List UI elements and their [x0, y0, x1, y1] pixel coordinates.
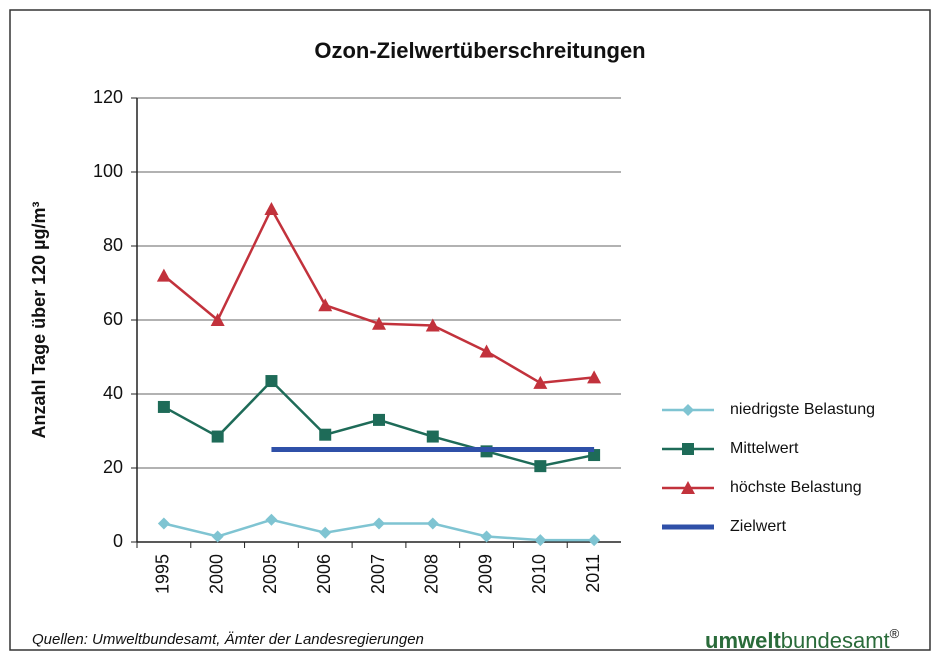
- legend-marker: [681, 481, 695, 494]
- data-point: [426, 517, 439, 530]
- data-point: [211, 430, 224, 443]
- y-tick-label: 60: [103, 309, 123, 329]
- data-point: [265, 375, 278, 388]
- logo-regular: bundesamt: [781, 628, 890, 653]
- data-point: [318, 298, 333, 312]
- y-tick-label: 80: [103, 235, 123, 255]
- x-tick-label: 1995: [153, 554, 173, 594]
- data-point: [588, 449, 601, 462]
- x-tick-label: 2000: [206, 554, 226, 594]
- x-tick-label: 2005: [260, 554, 280, 594]
- logo-mark: ®: [890, 626, 900, 641]
- chart-title: Ozon-Zielwertüberschreitungen: [314, 38, 645, 63]
- legend-label: niedrigste Belastung: [730, 401, 875, 418]
- data-point: [372, 316, 386, 330]
- frame: [9, 9, 931, 651]
- x-tick-label: 2008: [422, 554, 442, 594]
- legend-marker: [682, 404, 694, 416]
- legend-label: Zielwert: [730, 518, 787, 535]
- legend-label: Mittelwert: [730, 440, 799, 457]
- data-point: [373, 413, 385, 426]
- data-point: [265, 513, 278, 526]
- data-point: [533, 375, 548, 389]
- x-tick-label: 2006: [314, 554, 334, 594]
- source: Quellen: Umweltbundesamt, Ämter der Land…: [32, 631, 424, 648]
- x-tick-label: 2009: [475, 554, 495, 594]
- y-tick-label: 20: [103, 457, 123, 477]
- x-tick-label: 2010: [529, 554, 549, 594]
- data-point: [211, 530, 224, 543]
- data-point: [425, 318, 440, 332]
- legend-marker: [682, 443, 694, 455]
- data-point: [588, 534, 601, 547]
- logo-bold: umwelt: [705, 628, 781, 653]
- logo: umweltbundesamt®: [705, 626, 900, 653]
- data-point: [210, 313, 225, 326]
- data-point: [264, 202, 279, 215]
- y-axis-label: Anzahl Tage über 120 µg/m³: [29, 201, 49, 438]
- data-point: [157, 517, 170, 530]
- data-point: [426, 430, 439, 443]
- data-point: [587, 370, 602, 384]
- data-point: [479, 344, 494, 358]
- x-tick-label: 2007: [368, 554, 388, 594]
- y-tick-label: 0: [113, 531, 123, 551]
- data-point: [319, 526, 332, 539]
- data-point: [156, 268, 171, 282]
- data-point: [319, 428, 332, 441]
- data-point: [480, 530, 493, 543]
- y-tick-label: 40: [103, 383, 123, 403]
- x-tick-label: 2011: [583, 554, 603, 593]
- data-point: [373, 517, 385, 530]
- data-point: [534, 534, 547, 547]
- y-tick-label: 120: [93, 87, 123, 107]
- y-tick-label: 100: [93, 161, 123, 181]
- data-point: [157, 400, 170, 413]
- data-point: [534, 460, 547, 473]
- legend-label: höchste Belastung: [730, 479, 862, 496]
